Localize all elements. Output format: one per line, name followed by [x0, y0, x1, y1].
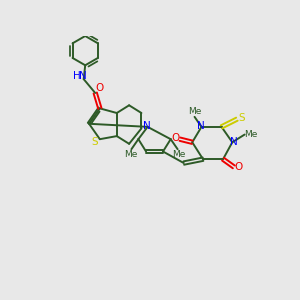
Text: S: S — [238, 113, 245, 123]
Text: S: S — [91, 137, 98, 147]
Text: Me: Me — [188, 107, 201, 116]
Text: O: O — [95, 82, 103, 93]
Text: Me: Me — [244, 130, 257, 139]
Text: N: N — [79, 71, 87, 81]
Text: N: N — [230, 137, 238, 147]
Text: O: O — [234, 162, 243, 172]
Text: H: H — [73, 71, 81, 81]
Text: Me: Me — [172, 150, 185, 159]
Text: O: O — [171, 134, 179, 143]
Text: Me: Me — [124, 150, 137, 159]
Text: N: N — [197, 121, 205, 131]
Text: N: N — [143, 121, 151, 131]
